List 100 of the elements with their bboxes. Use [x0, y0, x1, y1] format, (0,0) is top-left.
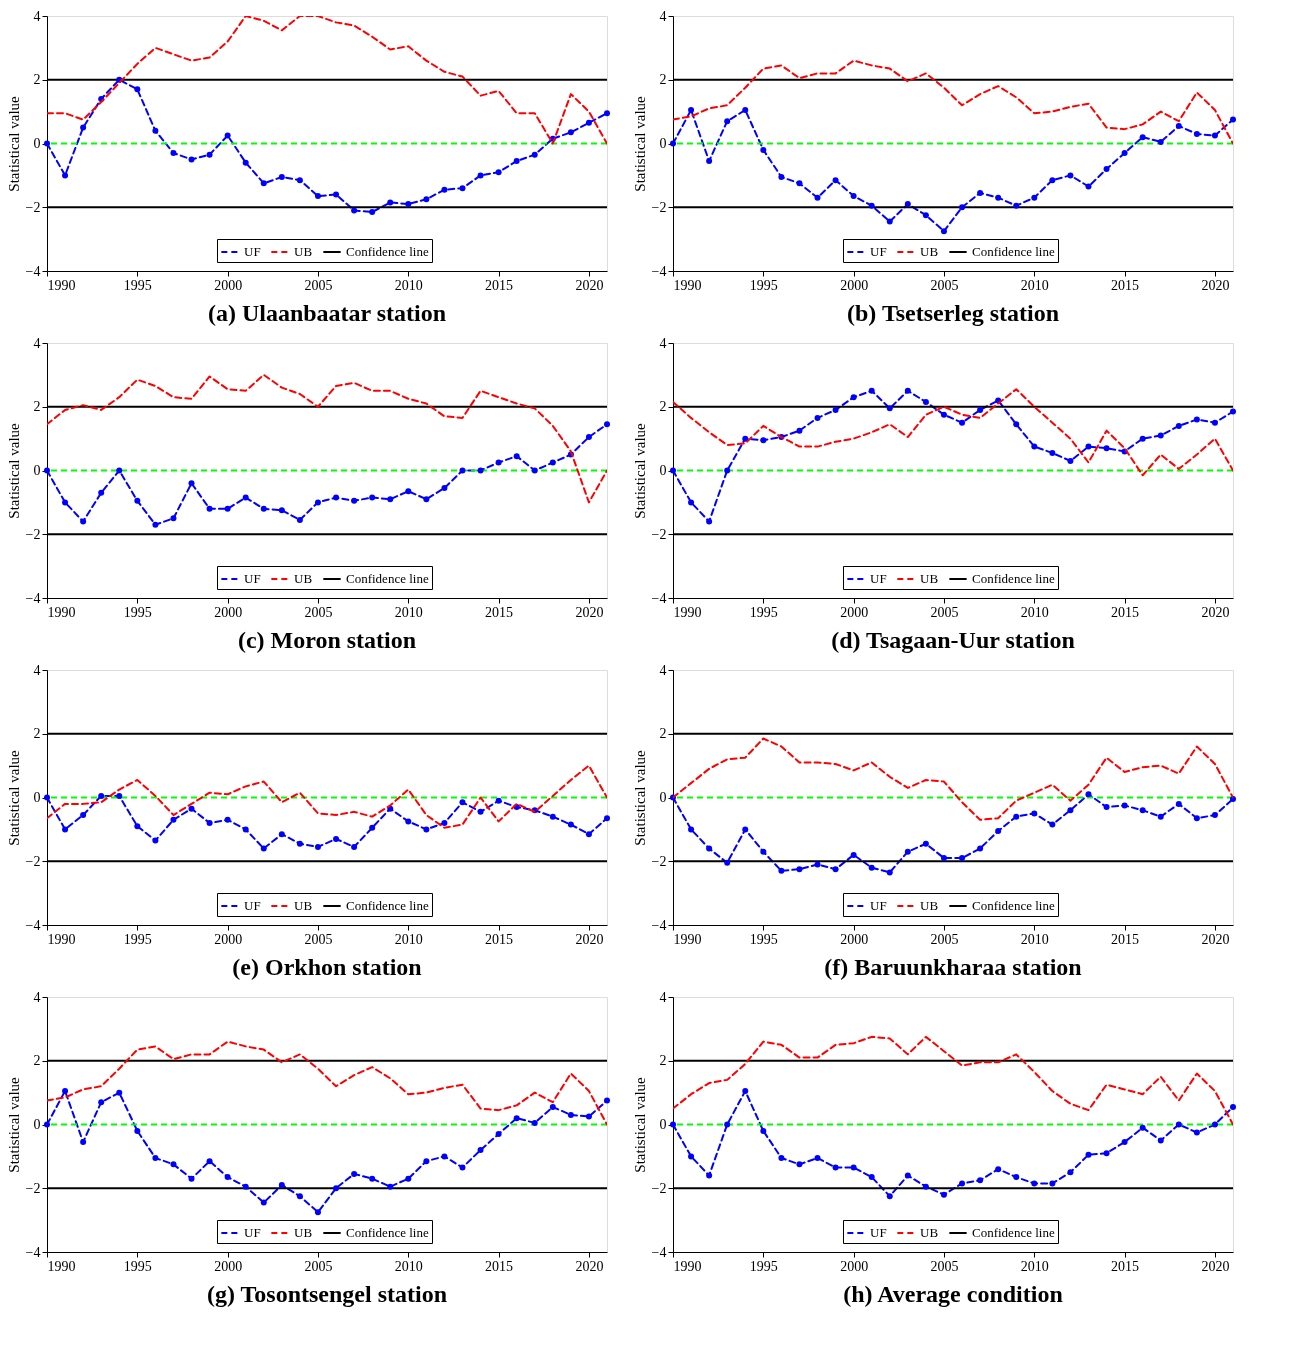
x-tick-label: 2005	[304, 277, 333, 293]
y-tick-label: 2	[659, 72, 667, 88]
point	[1013, 421, 1020, 428]
point	[1230, 116, 1236, 123]
point	[152, 1154, 159, 1161]
y-tick-label: −4	[651, 1244, 667, 1260]
point	[44, 794, 50, 801]
point	[188, 1175, 195, 1182]
point	[1049, 449, 1056, 456]
y-tick-label: 4	[659, 989, 667, 1005]
point	[760, 848, 767, 855]
point	[1211, 1121, 1218, 1128]
point	[387, 496, 394, 503]
point	[778, 173, 785, 180]
x-tick-label: 2020	[1201, 931, 1230, 947]
point	[670, 140, 676, 147]
x-tick-label: 2005	[930, 277, 959, 293]
x-tick-label: 2010	[1020, 604, 1049, 620]
point	[314, 843, 321, 850]
point	[1157, 813, 1164, 820]
point	[1085, 1151, 1092, 1158]
point	[977, 845, 984, 852]
point	[1013, 813, 1020, 820]
point	[995, 827, 1002, 834]
x-tick-label: 2010	[394, 277, 423, 293]
point	[796, 427, 803, 434]
point	[1211, 419, 1218, 426]
y-tick-label: −2	[651, 1180, 667, 1196]
point	[314, 1209, 321, 1216]
point	[62, 826, 69, 833]
point	[1013, 1174, 1020, 1181]
point	[940, 1191, 947, 1198]
x-tick-label: 2005	[304, 931, 333, 947]
point	[495, 1131, 502, 1138]
point	[886, 1193, 893, 1200]
point	[44, 467, 50, 474]
point	[922, 1183, 929, 1190]
point	[604, 815, 610, 822]
point	[224, 132, 231, 139]
point	[405, 201, 412, 208]
legend-label: UB	[294, 571, 313, 586]
x-tick-label: 1990	[673, 604, 702, 620]
point	[742, 1088, 749, 1095]
point	[260, 845, 267, 852]
point	[513, 453, 520, 460]
legend-label: Confidence line	[346, 1225, 429, 1240]
point	[1085, 183, 1092, 190]
x-tick-label: 2005	[304, 1258, 333, 1274]
y-tick-label: −2	[25, 526, 41, 542]
point	[549, 813, 556, 820]
point	[495, 459, 502, 466]
point	[1157, 432, 1164, 439]
point	[206, 151, 213, 158]
point	[459, 799, 466, 806]
point	[567, 129, 574, 136]
point	[531, 1119, 538, 1126]
point	[604, 421, 610, 428]
point	[850, 1164, 857, 1171]
text: (g) Tosontsengel station	[206, 1281, 448, 1307]
point	[1103, 1150, 1110, 1157]
legend-label: UF	[870, 898, 887, 913]
point	[706, 845, 713, 852]
point	[796, 180, 803, 187]
point	[387, 199, 394, 206]
point	[44, 1121, 50, 1128]
point	[922, 212, 929, 219]
point	[44, 140, 50, 147]
point	[188, 480, 195, 487]
point	[1121, 1139, 1128, 1146]
point	[1193, 1129, 1200, 1136]
point	[495, 797, 502, 804]
point	[940, 855, 947, 862]
point	[1067, 807, 1074, 814]
point	[1103, 804, 1110, 811]
x-tick-label: 2015	[1111, 277, 1140, 293]
legend-label: Confidence line	[346, 571, 429, 586]
point	[1103, 445, 1110, 452]
y-tick-label: 4	[33, 8, 41, 24]
point	[477, 1147, 484, 1153]
point	[206, 505, 213, 512]
point	[604, 1097, 610, 1104]
y-tick-label: −4	[651, 917, 667, 933]
legend-label: UF	[870, 244, 887, 259]
point	[1175, 122, 1182, 129]
x-tick-label: 2015	[1111, 604, 1140, 620]
point	[333, 1185, 340, 1192]
y-axis-title: Statistical value	[631, 1076, 648, 1173]
point	[278, 831, 285, 838]
line-series	[47, 764, 607, 829]
point	[405, 1175, 412, 1182]
point	[351, 207, 358, 214]
point	[116, 1089, 123, 1096]
legend-label: UF	[244, 244, 261, 259]
point	[1230, 796, 1236, 803]
x-tick-label: 2010	[394, 931, 423, 947]
text: (d) Tsagaan-Uur station	[831, 627, 1075, 653]
x-tick-label: 2010	[394, 1258, 423, 1274]
x-tick-label: 2020	[1201, 604, 1230, 620]
point	[80, 124, 87, 131]
point	[814, 414, 821, 421]
